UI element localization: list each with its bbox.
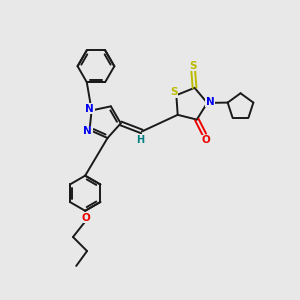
Text: H: H <box>136 135 145 145</box>
Text: N: N <box>83 126 92 136</box>
Text: N: N <box>85 103 94 113</box>
Text: S: S <box>170 88 177 98</box>
Text: O: O <box>81 213 90 223</box>
Text: N: N <box>206 97 214 106</box>
Text: S: S <box>190 61 197 71</box>
Text: O: O <box>201 135 210 146</box>
